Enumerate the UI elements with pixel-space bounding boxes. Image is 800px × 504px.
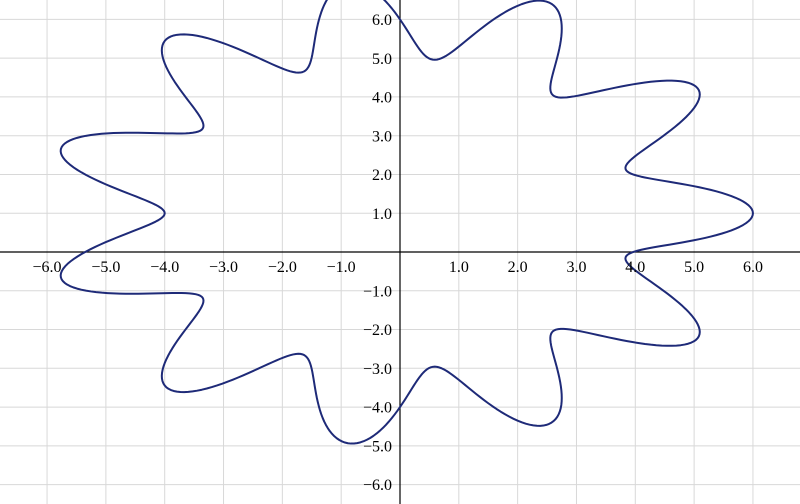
y-tick-label: −2.0 bbox=[363, 322, 392, 339]
y-tick-label: 6.0 bbox=[372, 12, 392, 29]
x-tick-label: 1.0 bbox=[449, 259, 469, 276]
x-tick-label: −3.0 bbox=[209, 259, 238, 276]
x-tick-label: 6.0 bbox=[743, 259, 763, 276]
x-tick-label: 5.0 bbox=[684, 259, 704, 276]
y-tick-label: −6.0 bbox=[363, 477, 392, 494]
x-tick-label: −1.0 bbox=[327, 259, 356, 276]
x-tick-label: −6.0 bbox=[33, 259, 62, 276]
y-tick-label: −5.0 bbox=[363, 438, 392, 455]
polar-rose-chart: −6.0 −5.0 −4.0 −3.0 −2.0 −1.0 1.0 2.0 3.0 4.0 5.0 6… bbox=[0, 0, 800, 504]
y-tick-label: 5.0 bbox=[372, 51, 392, 68]
y-tick-label: 3.0 bbox=[372, 128, 392, 145]
y-tick-label: 1.0 bbox=[372, 206, 392, 223]
x-tick-label: −4.0 bbox=[150, 259, 179, 276]
x-tick-label: −2.0 bbox=[268, 259, 297, 276]
x-tick-label: 2.0 bbox=[508, 259, 528, 276]
x-tick-label: 3.0 bbox=[566, 259, 586, 276]
y-tick-label: 2.0 bbox=[372, 167, 392, 184]
y-tick-label: 4.0 bbox=[372, 90, 392, 107]
x-tick-label: −5.0 bbox=[91, 259, 120, 276]
y-tick-label: −4.0 bbox=[363, 400, 392, 417]
y-tick-label: −3.0 bbox=[363, 361, 392, 378]
x-tick-label: 4.0 bbox=[625, 259, 645, 276]
y-tick-label: −1.0 bbox=[363, 283, 392, 300]
